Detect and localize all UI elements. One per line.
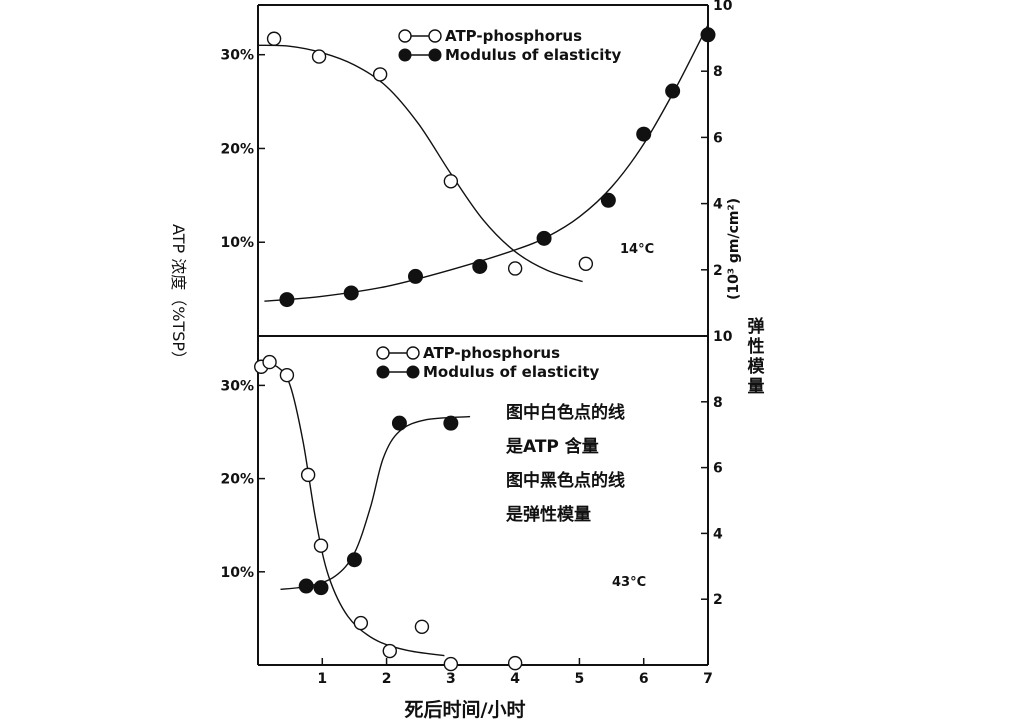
atp-data-point: [507, 261, 523, 276]
legend-label: Modulus of elasticity: [423, 363, 600, 381]
series-curve-modulus: [280, 415, 471, 590]
y-right-tick-label: 6: [713, 461, 723, 477]
atp-data-point: [414, 619, 430, 634]
y-right-tick-label: 2: [713, 592, 723, 608]
y-right-tick-label: 10: [713, 329, 733, 345]
legend-label: ATP-phosphorus: [445, 27, 582, 45]
y-right-title-char: 量: [748, 376, 765, 397]
y-right-title-char: 弹: [748, 316, 765, 337]
modulus-data-point: [665, 83, 681, 99]
atp-data-point: [279, 367, 295, 383]
atp-data-point: [266, 31, 282, 46]
atp-data-point: [578, 256, 594, 271]
legend-marker-filled: [428, 48, 442, 62]
y-right-title-char: 性: [748, 336, 765, 357]
x-axis-title: 死后时间/小时: [405, 699, 526, 721]
legend-marker-open: [428, 29, 442, 43]
x-tick-label: 6: [639, 671, 649, 687]
annotation-line: 图中黑色点的线: [506, 470, 625, 491]
x-tick-label: 7: [703, 671, 713, 687]
legend-marker-filled: [406, 365, 420, 379]
temperature-label: 43°C: [612, 575, 646, 590]
y-right-tick-label: 10: [713, 0, 733, 14]
legend-marker-filled: [376, 365, 390, 379]
modulus-data-point: [343, 285, 359, 301]
y-right-tick-label: 6: [713, 130, 723, 146]
legend-marker-open: [376, 346, 390, 360]
modulus-data-point: [536, 230, 552, 246]
y-left-tick-label: 30%: [220, 48, 254, 64]
y-left-tick-label: 20%: [220, 141, 254, 157]
x-tick-label: 2: [382, 671, 392, 687]
atp-data-point: [311, 49, 327, 64]
temperature-label: 14°C: [620, 242, 654, 257]
panel-frames: [257, 4, 709, 666]
y-right-tick-label: 4: [713, 526, 723, 542]
y-right-unit-label: (10³ gm/cm²): [726, 198, 742, 300]
legend-label: ATP-phosphorus: [423, 344, 560, 362]
modulus-data-point: [346, 552, 362, 568]
series-curve-atp: [257, 44, 583, 283]
atp-data-point: [313, 538, 329, 553]
y-right-tick-label: 2: [713, 263, 723, 279]
x-tick-label: 5: [575, 671, 585, 687]
legend-label: Modulus of elasticity: [445, 46, 622, 64]
atp-data-point: [443, 174, 459, 189]
modulus-data-point: [700, 27, 716, 43]
modulus-data-point: [313, 580, 329, 596]
y-left-tick-label: 10%: [220, 235, 254, 251]
annotation-line: 是弹性模量: [506, 504, 591, 525]
atp-data-point: [262, 354, 277, 370]
legend-marker-open: [406, 346, 420, 360]
y-right-tick-label: 8: [713, 64, 723, 80]
annotation-line: 图中白色点的线: [506, 402, 625, 423]
y-left-tick-label: 30%: [220, 378, 254, 394]
x-tick-label: 3: [446, 671, 456, 687]
modulus-data-point: [472, 258, 488, 274]
modulus-data-point: [443, 415, 459, 431]
modulus-data-point: [600, 192, 616, 208]
x-tick-label: 4: [510, 671, 520, 687]
x-tick-label: 1: [317, 671, 327, 687]
annotation-line: 是ATP 含量: [506, 436, 599, 457]
modulus-data-point: [391, 415, 407, 431]
legend-marker-open: [398, 29, 412, 43]
atp-data-point: [300, 467, 316, 483]
y-right-title-char: 模: [748, 356, 766, 377]
atp-data-point: [353, 615, 369, 631]
atp-data-point: [507, 655, 523, 671]
y-left-tick-label: 10%: [220, 565, 254, 581]
y-right-tick-label: 4: [713, 197, 723, 213]
modulus-data-point: [279, 292, 295, 308]
y-right-axis-title: 弹性模量: [748, 316, 766, 397]
y-right-tick-label: 8: [713, 395, 723, 411]
y-left-tick-label: 20%: [220, 472, 254, 488]
modulus-data-point: [408, 268, 423, 284]
modulus-data-point: [636, 126, 652, 142]
series-curve-modulus: [264, 24, 709, 302]
y-left-axis-title: ATP 浓度（%TSP）: [169, 224, 188, 367]
atp-data-point: [382, 643, 397, 659]
modulus-data-point: [298, 578, 314, 594]
atp-data-point: [443, 656, 459, 672]
legend-marker-filled: [398, 48, 412, 62]
atp-data-point: [372, 67, 388, 82]
series-curve-atp: [261, 363, 445, 657]
